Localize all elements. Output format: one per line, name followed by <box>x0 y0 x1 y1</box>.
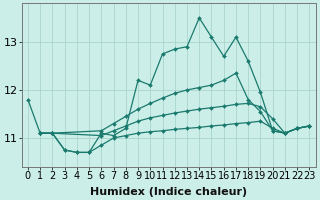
X-axis label: Humidex (Indice chaleur): Humidex (Indice chaleur) <box>90 187 247 197</box>
